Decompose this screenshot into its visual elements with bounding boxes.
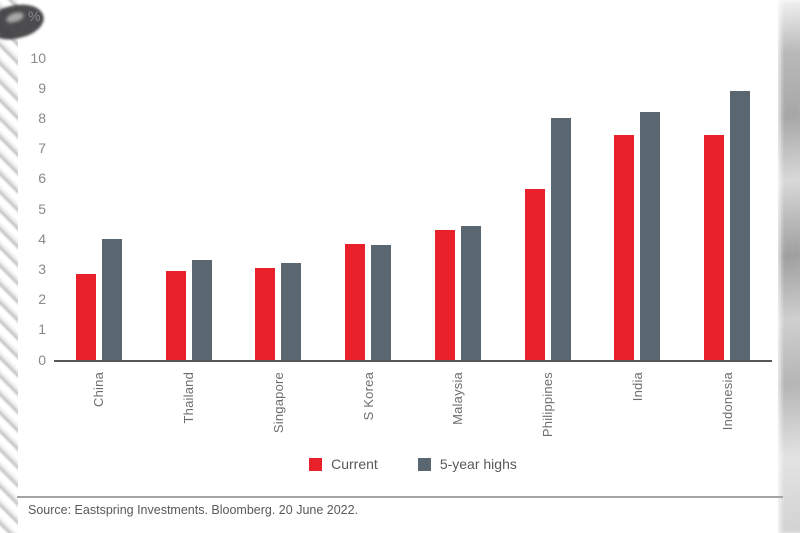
bar-group-china [54,58,144,360]
bar-current-india [614,135,635,360]
legend-label: Current [331,456,378,472]
x-label-singapore: Singapore [270,372,286,434]
x-axis-line [54,360,772,362]
bar-current-thailand [165,270,186,360]
bar-5-year-highs-china [101,239,122,360]
x-label-slot-malaysia: Malaysia [413,372,503,458]
bar-current-s-korea [345,243,366,360]
bar-5-year-highs-india [640,112,661,360]
y-tick-2: 2 [38,291,46,308]
bar-group-malaysia [413,58,503,360]
source-text: Source: Eastspring Investments. Bloomber… [28,503,359,517]
y-tick-9: 9 [38,79,46,96]
plot-bars [54,58,772,360]
bar-5-year-highs-malaysia [460,225,481,360]
x-label-slot-india: India [593,372,683,458]
bar-current-china [75,273,96,360]
legend-item-current: Current [309,456,378,472]
x-label-malaysia: Malaysia [450,372,466,425]
x-label-slot-indonesia: Indonesia [682,372,772,458]
x-label-slot-philippines: Philippines [503,372,593,458]
bar-current-philippines [524,189,545,360]
x-label-slot-singapore: Singapore [234,372,324,458]
y-tick-0: 0 [38,351,46,368]
bar-5-year-highs-indonesia [730,91,751,360]
x-label-slot-thailand: Thailand [144,372,234,458]
x-label-slot-china: China [54,372,144,458]
bar-5-year-highs-s-korea [371,245,392,360]
right-edge-photo-texture [778,0,800,533]
bar-group-philippines [503,58,593,360]
y-tick-3: 3 [38,260,46,277]
bar-current-singapore [255,267,276,360]
y-tick-8: 8 [38,109,46,126]
bar-5-year-highs-thailand [191,260,212,360]
y-tick-7: 7 [38,140,46,157]
legend-label: 5-year highs [439,456,517,472]
chart-legend: Current 5-year highs [54,456,772,472]
x-label-philippines: Philippines [540,372,556,438]
legend-item-5-year-highs: 5-year highs [417,456,517,472]
x-label-s-korea: S Korea [360,372,376,421]
x-label-china: China [91,372,107,407]
y-tick-6: 6 [38,170,46,187]
bar-5-year-highs-philippines [550,118,571,360]
x-label-indonesia: Indonesia [719,372,735,431]
y-tick-5: 5 [38,200,46,217]
y-tick-4: 4 [38,230,46,247]
x-axis-category-labels: China Thailand Singapore S Korea Malaysia Phi… [54,372,772,458]
legend-swatch-icon [417,457,431,471]
y-axis-unit-label: % [28,8,41,24]
bar-group-thailand [144,58,234,360]
bar-current-malaysia [434,230,455,360]
y-tick-10: 10 [30,49,46,66]
x-label-slot-s-korea: S Korea [323,372,413,458]
diagonal-stripes-texture [0,0,18,533]
legend-swatch-icon [309,457,323,471]
bar-5-year-highs-singapore [281,263,302,360]
bar-group-indonesia [682,58,772,360]
bar-group-india [593,58,683,360]
y-tick-1: 1 [38,321,46,338]
bar-group-s-korea [323,58,413,360]
bar-current-indonesia [704,135,725,360]
y-axis-tick-labels: 0 1 2 3 4 5 6 7 8 9 10 [16,50,46,368]
bar-group-singapore [234,58,324,360]
x-label-thailand: Thailand [181,372,197,424]
x-label-india: India [629,372,645,402]
footer-divider-line [17,496,783,498]
